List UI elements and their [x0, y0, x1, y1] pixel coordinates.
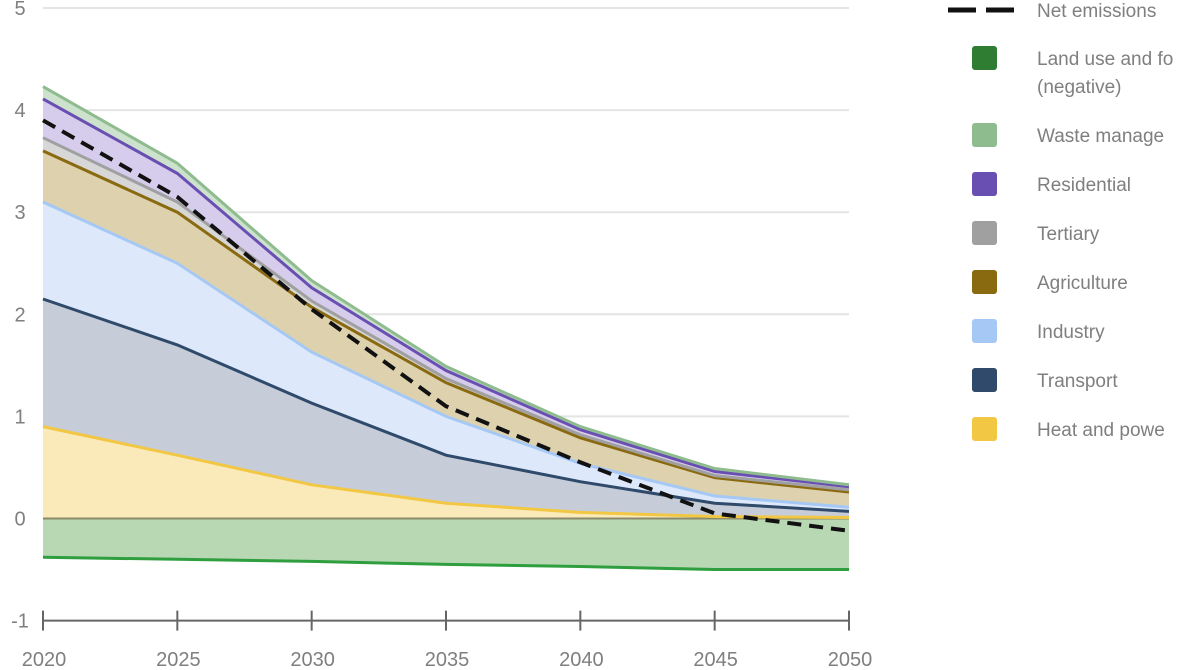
- industry-legend-label: Industry: [1037, 322, 1105, 343]
- residential-line: [42, 97, 850, 489]
- tertiary-legend-label: Tertiary: [1037, 224, 1100, 245]
- residential-legend-swatch: [972, 172, 997, 196]
- industry-line: [42, 200, 850, 509]
- transport-area: [43, 299, 849, 518]
- x-tick-label: 2045: [693, 649, 738, 670]
- legend: Net emissions Land use and fo (negative) Wa…: [948, 1, 1173, 441]
- y-tick-label: 3: [14, 202, 25, 224]
- y-axis-ticks: -1 0 1 2 3 4 5: [11, 0, 29, 633]
- y-tick-label: 0: [14, 509, 25, 531]
- waste-legend-label: Waste manage: [1037, 126, 1164, 147]
- net-emissions-line-group: [42, 118, 850, 533]
- heat-line: [42, 425, 850, 519]
- transport-line: [42, 297, 850, 513]
- land-line: [42, 555, 849, 571]
- transport-legend-label: Transport: [1037, 371, 1118, 392]
- heat-legend-label: Heat and powe: [1037, 420, 1165, 441]
- x-tick-label: 2025: [156, 649, 201, 670]
- land-area: [43, 518, 849, 570]
- waste-legend-swatch: [972, 123, 997, 147]
- x-tick-label: 2035: [425, 649, 470, 670]
- transport-legend-swatch: [972, 368, 997, 392]
- agriculture-legend-swatch: [972, 270, 997, 294]
- net-emissions-line: [42, 118, 850, 533]
- heat-area: [43, 426, 849, 519]
- y-tick-label: 4: [14, 100, 25, 122]
- stacked-areas: [43, 86, 849, 519]
- x-axis: [42, 610, 850, 631]
- industry-legend-swatch: [972, 319, 997, 343]
- waste-line: [42, 85, 850, 487]
- x-tick-label: 2040: [559, 649, 604, 670]
- y-tick-label: 2: [14, 304, 25, 326]
- tertiary-legend-swatch: [972, 221, 997, 245]
- land-legend-swatch: [972, 46, 997, 70]
- tertiary-line: [42, 136, 850, 492]
- industry-area: [43, 202, 849, 512]
- agriculture-line: [42, 149, 850, 494]
- series-lines: [42, 85, 850, 519]
- x-tick-label: 2020: [22, 649, 67, 670]
- y-tick-label: 1: [14, 406, 25, 428]
- x-tick-label: 2050: [828, 649, 873, 670]
- y-tick-label: 5: [14, 0, 25, 20]
- negative-area: [42, 517, 849, 571]
- x-axis-ticks: 2020 2025 2030 2035 2040 2045 2050: [22, 649, 873, 670]
- residential-legend-label: Residential: [1037, 175, 1131, 196]
- net-legend-label: Net emissions: [1037, 1, 1156, 22]
- land-legend-label: Land use and fo (negative): [1037, 49, 1173, 98]
- agriculture-legend-label: Agriculture: [1037, 273, 1128, 294]
- x-tick-label: 2030: [290, 649, 335, 670]
- y-tick-label: -1: [11, 611, 29, 633]
- heat-legend-swatch: [972, 417, 997, 441]
